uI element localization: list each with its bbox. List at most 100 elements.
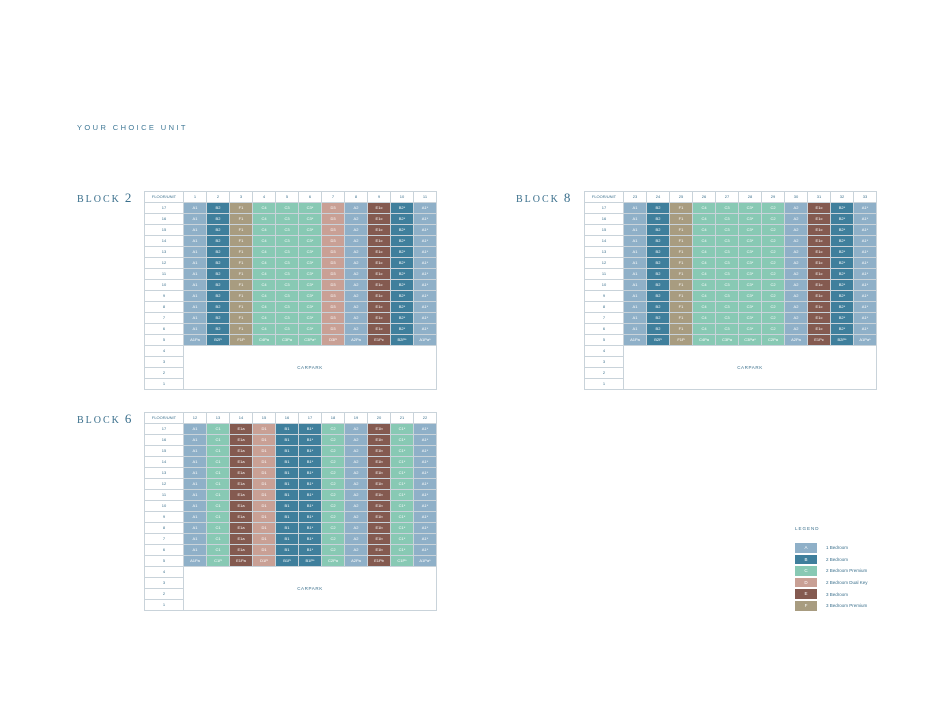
unit-cell[interactable]: E1a xyxy=(229,478,253,490)
unit-cell[interactable]: A2 xyxy=(344,257,368,269)
unit-cell[interactable]: E1c xyxy=(807,268,831,280)
unit-cell[interactable]: A2Pa xyxy=(784,334,808,346)
unit-cell[interactable]: E1c xyxy=(807,257,831,269)
unit-cell[interactable]: F1 xyxy=(669,312,693,324)
unit-cell[interactable]: D1 xyxy=(252,511,276,523)
unit-cell[interactable]: D3 xyxy=(321,312,345,324)
unit-cell[interactable]: B1 xyxy=(275,500,299,512)
unit-cell[interactable]: C1* xyxy=(390,511,414,523)
unit-cell[interactable]: D1 xyxy=(252,467,276,479)
unit-cell[interactable]: B2* xyxy=(390,301,414,313)
unit-cell[interactable]: A2 xyxy=(784,235,808,247)
unit-cell[interactable]: A1* xyxy=(413,312,437,324)
unit-cell[interactable]: C2 xyxy=(321,445,345,457)
unit-cell[interactable]: A2 xyxy=(344,544,368,556)
unit-cell[interactable]: E1c xyxy=(367,213,391,225)
unit-cell[interactable]: A1 xyxy=(183,467,207,479)
unit-cell[interactable]: A1Pa xyxy=(183,334,207,346)
unit-cell[interactable]: C3 xyxy=(275,268,299,280)
unit-cell[interactable]: A1 xyxy=(183,202,207,214)
unit-cell[interactable]: B2* xyxy=(830,268,854,280)
unit-cell[interactable]: C1 xyxy=(206,522,230,534)
unit-cell[interactable]: E1b xyxy=(367,522,391,534)
unit-cell[interactable]: C4 xyxy=(692,246,716,258)
unit-cell[interactable]: A2 xyxy=(784,323,808,335)
unit-cell[interactable]: A1 xyxy=(623,323,647,335)
unit-cell[interactable]: B1* xyxy=(298,522,322,534)
unit-cell[interactable]: E1c xyxy=(807,312,831,324)
unit-cell[interactable]: B2* xyxy=(830,202,854,214)
unit-cell[interactable]: A2 xyxy=(344,456,368,468)
unit-cell[interactable]: E1c xyxy=(367,202,391,214)
unit-cell[interactable]: B2* xyxy=(390,323,414,335)
unit-cell[interactable]: A1Pa xyxy=(623,334,647,346)
unit-cell[interactable]: C1* xyxy=(390,522,414,534)
unit-cell[interactable]: C1 xyxy=(206,423,230,435)
unit-cell[interactable]: A1 xyxy=(183,489,207,501)
unit-cell[interactable]: A1* xyxy=(413,533,437,545)
unit-cell[interactable]: B2 xyxy=(206,290,230,302)
unit-cell[interactable]: A1* xyxy=(853,202,877,214)
unit-cell[interactable]: E1Pc xyxy=(367,334,391,346)
unit-cell[interactable]: F1 xyxy=(669,301,693,313)
unit-cell[interactable]: A1 xyxy=(183,511,207,523)
unit-cell[interactable]: C3 xyxy=(715,257,739,269)
unit-cell[interactable]: B1* xyxy=(298,456,322,468)
unit-cell[interactable]: A2 xyxy=(344,290,368,302)
unit-cell[interactable]: B2* xyxy=(390,268,414,280)
unit-cell[interactable]: B2 xyxy=(646,312,670,324)
unit-cell[interactable]: C4 xyxy=(692,235,716,247)
unit-cell[interactable]: B2 xyxy=(206,279,230,291)
unit-cell[interactable]: C3 xyxy=(275,279,299,291)
unit-cell[interactable]: B1* xyxy=(298,544,322,556)
unit-cell[interactable]: B1* xyxy=(298,445,322,457)
unit-cell[interactable]: C3* xyxy=(738,202,762,214)
unit-cell[interactable]: E1b xyxy=(367,544,391,556)
unit-cell[interactable]: C2 xyxy=(321,423,345,435)
unit-cell[interactable]: E1c xyxy=(367,323,391,335)
unit-cell[interactable]: D3 xyxy=(321,290,345,302)
unit-cell[interactable]: E1c xyxy=(367,301,391,313)
unit-cell[interactable]: B2 xyxy=(206,213,230,225)
unit-cell[interactable]: C3* xyxy=(298,202,322,214)
unit-cell[interactable]: C2 xyxy=(321,434,345,446)
unit-cell[interactable]: B2* xyxy=(830,224,854,236)
unit-cell[interactable]: F1 xyxy=(669,235,693,247)
unit-cell[interactable]: A2 xyxy=(344,434,368,446)
unit-cell[interactable]: C3 xyxy=(715,312,739,324)
unit-cell[interactable]: C3 xyxy=(715,224,739,236)
unit-cell[interactable]: B2 xyxy=(646,235,670,247)
unit-cell[interactable]: C4 xyxy=(252,268,276,280)
unit-cell[interactable]: A1 xyxy=(623,235,647,247)
unit-cell[interactable]: A1* xyxy=(853,246,877,258)
unit-cell[interactable]: B1 xyxy=(275,478,299,490)
unit-cell[interactable]: A2 xyxy=(344,279,368,291)
unit-cell[interactable]: C1* xyxy=(390,500,414,512)
unit-cell[interactable]: C2 xyxy=(321,478,345,490)
unit-cell[interactable]: C1 xyxy=(206,434,230,446)
unit-cell[interactable]: B2P* xyxy=(830,334,854,346)
unit-cell[interactable]: A1* xyxy=(413,323,437,335)
unit-cell[interactable]: F1 xyxy=(229,312,253,324)
unit-cell[interactable]: C2 xyxy=(761,257,785,269)
unit-cell[interactable]: B2 xyxy=(646,301,670,313)
unit-cell[interactable]: C3* xyxy=(298,323,322,335)
unit-cell[interactable]: C1* xyxy=(390,544,414,556)
unit-cell[interactable]: E1Pa xyxy=(229,555,253,567)
unit-cell[interactable]: A1* xyxy=(413,279,437,291)
unit-cell[interactable]: E1a xyxy=(229,511,253,523)
unit-cell[interactable]: F1 xyxy=(669,213,693,225)
unit-cell[interactable]: C4 xyxy=(252,202,276,214)
unit-cell[interactable]: B1 xyxy=(275,533,299,545)
unit-cell[interactable]: C3* xyxy=(738,235,762,247)
unit-cell[interactable]: D1 xyxy=(252,489,276,501)
unit-cell[interactable]: C3 xyxy=(715,301,739,313)
unit-cell[interactable]: C1 xyxy=(206,500,230,512)
unit-cell[interactable]: B1* xyxy=(298,467,322,479)
unit-cell[interactable]: E1a xyxy=(229,522,253,534)
unit-cell[interactable]: E1a xyxy=(229,423,253,435)
unit-cell[interactable]: B2* xyxy=(390,279,414,291)
unit-cell[interactable]: F1 xyxy=(229,268,253,280)
unit-cell[interactable]: C3 xyxy=(715,268,739,280)
unit-cell[interactable]: F1 xyxy=(229,290,253,302)
